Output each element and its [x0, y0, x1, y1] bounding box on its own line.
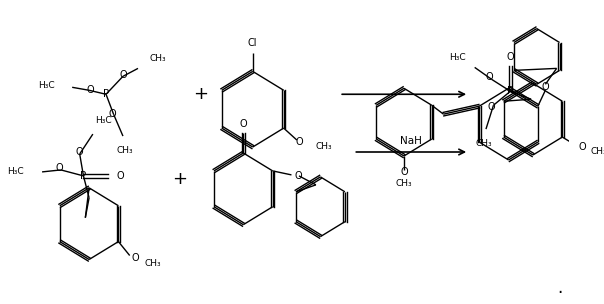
Text: P: P — [103, 89, 109, 99]
Text: CH₃: CH₃ — [145, 259, 161, 268]
Text: .: . — [557, 279, 563, 297]
Text: O: O — [119, 70, 127, 80]
Text: H₃C: H₃C — [39, 81, 55, 90]
Text: +: + — [172, 170, 187, 188]
Text: CH₃: CH₃ — [149, 54, 166, 63]
Text: O: O — [578, 142, 586, 152]
Text: O: O — [507, 52, 514, 62]
Text: O: O — [132, 253, 139, 263]
Text: P: P — [507, 86, 513, 96]
Text: P: P — [80, 171, 86, 181]
Text: O: O — [117, 171, 124, 181]
Text: O: O — [400, 167, 408, 177]
Text: O: O — [240, 119, 247, 129]
Text: O: O — [296, 137, 303, 147]
Text: CH₃: CH₃ — [117, 146, 133, 154]
Text: O: O — [542, 82, 549, 92]
Text: O: O — [55, 163, 63, 173]
Text: O: O — [76, 147, 83, 157]
Text: O: O — [86, 85, 94, 95]
Text: O: O — [488, 102, 495, 112]
Text: CH₃: CH₃ — [396, 179, 413, 188]
Text: O: O — [294, 171, 302, 181]
Text: Cl: Cl — [248, 39, 257, 49]
Text: H₃C: H₃C — [449, 53, 466, 62]
Text: H₃C: H₃C — [7, 168, 24, 176]
Text: +: + — [193, 85, 208, 103]
Text: CH₃: CH₃ — [476, 139, 492, 147]
Text: CH₃: CH₃ — [591, 147, 604, 156]
Text: CH₃: CH₃ — [316, 142, 332, 150]
Text: O: O — [109, 109, 117, 119]
Text: O: O — [486, 72, 493, 82]
Text: NaH: NaH — [400, 136, 422, 146]
Text: H₃C: H₃C — [95, 116, 111, 125]
